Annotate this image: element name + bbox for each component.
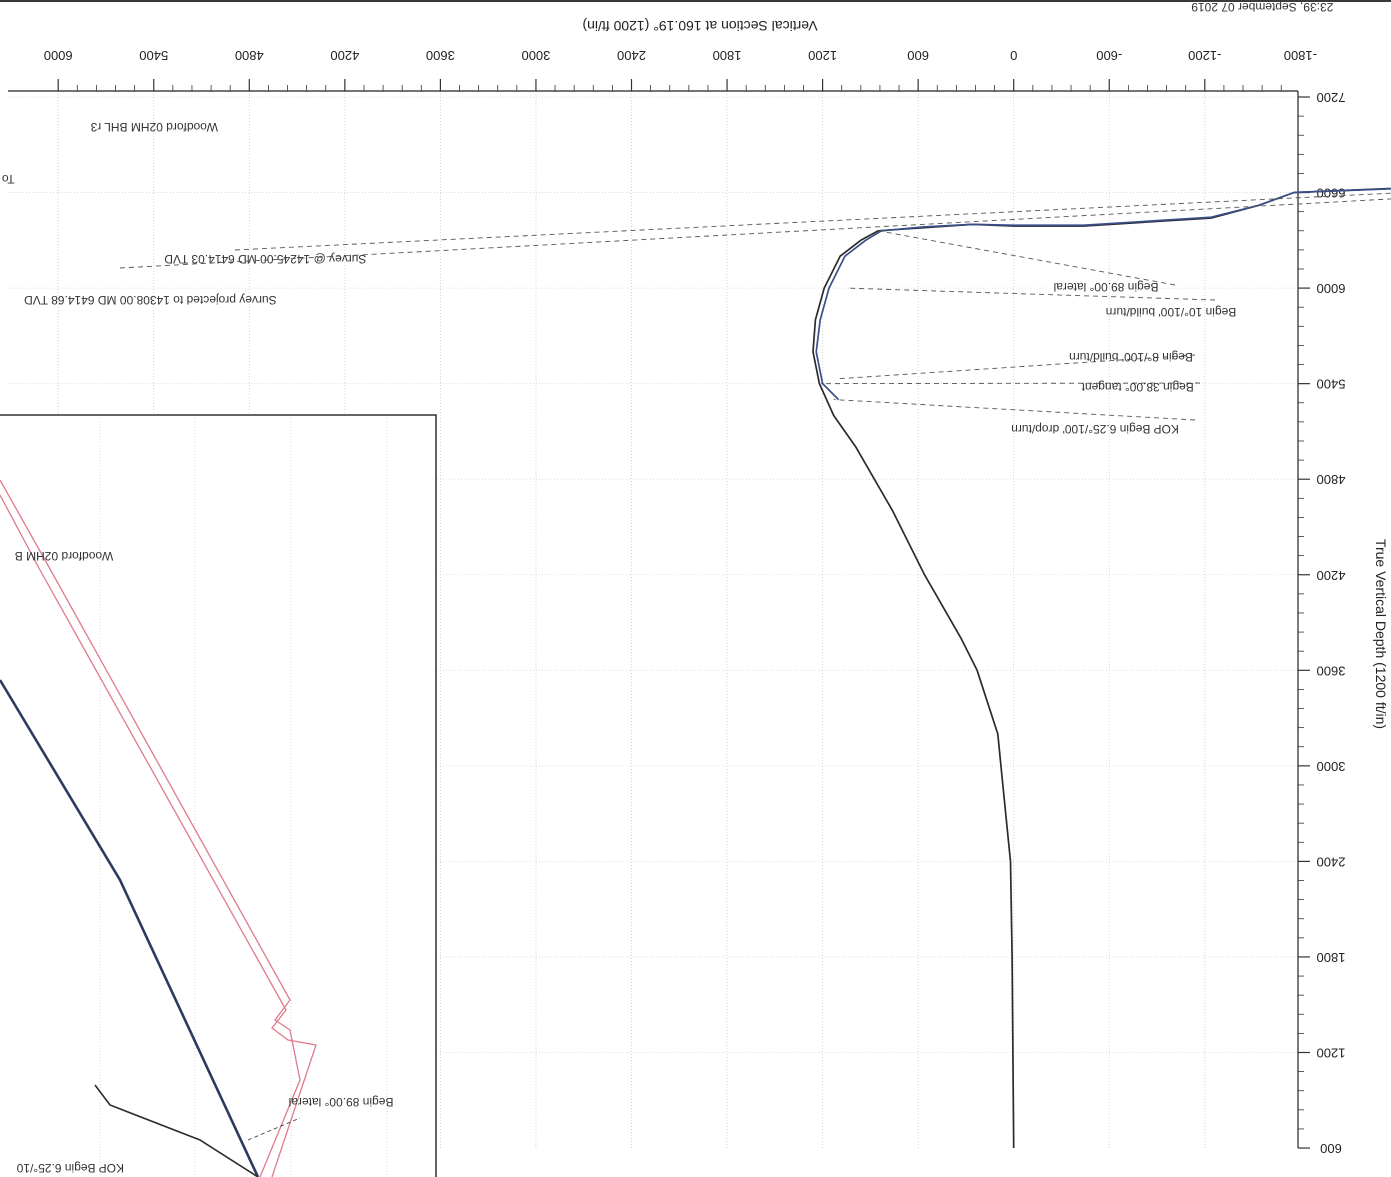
y-tick-label: 1800	[1317, 950, 1346, 965]
x-axis-title: Vertical Section at 160.19° (1200 ft/in)	[582, 18, 817, 34]
annotation-label: To	[2, 172, 15, 186]
series-layer	[812, 187, 1391, 1149]
inset-lateral-label: Begin 89.00° lateral	[289, 1095, 394, 1109]
y-tick-label: 5400	[1317, 377, 1346, 392]
annotation-label: Begin 10°/100' build/turn	[1106, 305, 1237, 319]
y-tick-label: 7200	[1317, 90, 1346, 105]
y-tick-label: 4800	[1317, 472, 1346, 487]
y-tick-label: 1200	[1317, 1046, 1346, 1061]
y-tick-label: 600	[1320, 1141, 1342, 1156]
y-tick-label: 3600	[1317, 663, 1346, 678]
series-line-2	[815, 187, 1391, 401]
annotation-leader	[821, 382, 1201, 385]
y-tick-label: 6600	[1317, 186, 1346, 201]
x-tick-label: 2400	[617, 48, 646, 63]
x-tick-label: 6000	[44, 48, 73, 63]
inset-offset-path	[94, 1084, 259, 1177]
annotation-leader	[846, 287, 1216, 301]
x-tick-label: 1800	[713, 48, 742, 63]
y-tick-label: 4200	[1317, 568, 1346, 583]
y-tick-label: 6000	[1317, 281, 1346, 296]
inset-frame	[0, 414, 437, 1177]
annotation-leader	[234, 192, 1391, 251]
y-tick-label: 2400	[1317, 854, 1346, 869]
annotation-label: Begin 89.00° lateral	[1054, 280, 1159, 294]
annotation-label: Woodford 02HM BHL r3	[90, 120, 218, 134]
inset-plan-boundary-2	[0, 494, 317, 1177]
timestamp: 23:39, September 07 2019	[1191, 0, 1333, 14]
annotation-leader	[836, 354, 1196, 380]
annotation-leader	[119, 198, 1391, 269]
axes: -1800 -1200 -600 0 600 1200 1800 2400 3000 3600 42…	[8, 48, 1345, 1156]
y-tick-label: 3000	[1317, 759, 1346, 774]
inset-kop-label: KOP Begin 6.25°/10	[16, 1161, 124, 1175]
annotation-label: KOP Begin 6.25°/100' drop/turn	[1011, 422, 1179, 436]
inset-leader	[247, 1117, 301, 1141]
annotation-leader	[833, 399, 1196, 421]
x-tick-label: 5400	[139, 48, 168, 63]
x-tick-label: -600	[1096, 48, 1122, 63]
inset-actual-path	[0, 679, 260, 1177]
annotation-label: Begin 8°/100' build/turn	[1069, 350, 1193, 364]
inset-plan-boundary-1	[0, 479, 301, 1177]
series-line-1	[812, 187, 1391, 1149]
annotation-label: Survey projected to 14308.00 MD 6414.68 …	[24, 293, 277, 307]
annotation-leader	[878, 230, 1176, 286]
inset-zoom-panel: KOP Begin 6.25°/10 Begin 89.00° lateral Wo…	[0, 414, 437, 1177]
x-tick-label: 4800	[235, 48, 264, 63]
top-border	[0, 0, 1391, 2]
x-tick-label: 4200	[330, 48, 359, 63]
x-tick-label: 1200	[808, 48, 837, 63]
x-tick-label: -1800	[1284, 48, 1317, 63]
x-tick-label: 0	[1010, 48, 1017, 63]
annotation-label: Begin 38.00° tangent	[1081, 380, 1194, 394]
inset-well-label: Woodford 02HM B	[15, 549, 114, 563]
x-tick-label: -1200	[1188, 48, 1221, 63]
x-tick-label: 3000	[521, 48, 550, 63]
x-tick-label: 600	[907, 48, 929, 63]
annotation-layer: KOP Begin 6.25°/100' drop/turn Begin 38.0…	[2, 120, 1391, 436]
y-axis-title: True Vertical Depth (1200 ft/in)	[1373, 539, 1389, 729]
x-tick-label: 3600	[426, 48, 455, 63]
